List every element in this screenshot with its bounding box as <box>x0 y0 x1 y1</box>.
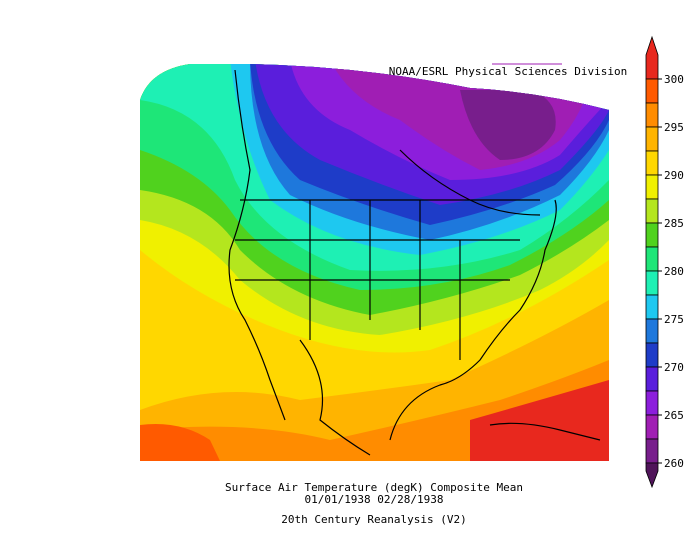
colorbar-tick-label: 280 <box>664 265 684 278</box>
colorbar-bin <box>645 318 659 344</box>
colorbar-tick-label: 275 <box>664 313 684 326</box>
date-range: 01/01/1938 02/28/1938 <box>304 493 443 506</box>
colorbar-tick-label: 285 <box>664 217 684 230</box>
colorbar-bin <box>645 174 659 200</box>
colorbar-tick-label: 295 <box>664 121 684 134</box>
colorbar: 300 295 290 285 280 275 270 265 260 <box>645 35 684 489</box>
colorbar-bin <box>645 102 659 128</box>
temperature-field <box>140 64 609 461</box>
colorbar-tick-label: 260 <box>664 457 684 470</box>
colorbar-bin <box>645 126 659 152</box>
colorbar-bin <box>645 366 659 392</box>
colorbar-bin <box>645 198 659 224</box>
colorbar-tick-label: 265 <box>664 409 684 422</box>
map-title: Surface Air Temperature (degK) Composite… <box>225 481 523 494</box>
colorbar-bin <box>645 390 659 416</box>
colorbar-bin <box>645 414 659 440</box>
colorbar-bin <box>645 150 659 176</box>
colorbar-bin <box>645 294 659 320</box>
map-outlines <box>228 69 601 456</box>
colorbar-tick-label: 300 <box>664 73 684 86</box>
colorbar-tick-label: 270 <box>664 361 684 374</box>
colorbar-bin <box>645 222 659 248</box>
colorbar-bin <box>645 438 659 464</box>
colorbar-bin <box>645 342 659 368</box>
credit: NOAA/ESRL Physical Sciences Division <box>389 65 627 78</box>
colorbar-under <box>645 462 659 489</box>
colorbar-tick-label: 290 <box>664 169 684 182</box>
colorbar-bin <box>645 270 659 296</box>
colorbar-over <box>645 35 659 80</box>
colorbar-bin <box>645 78 659 104</box>
data-source: 20th Century Reanalysis (V2) <box>281 513 466 526</box>
colorbar-bin <box>645 246 659 272</box>
